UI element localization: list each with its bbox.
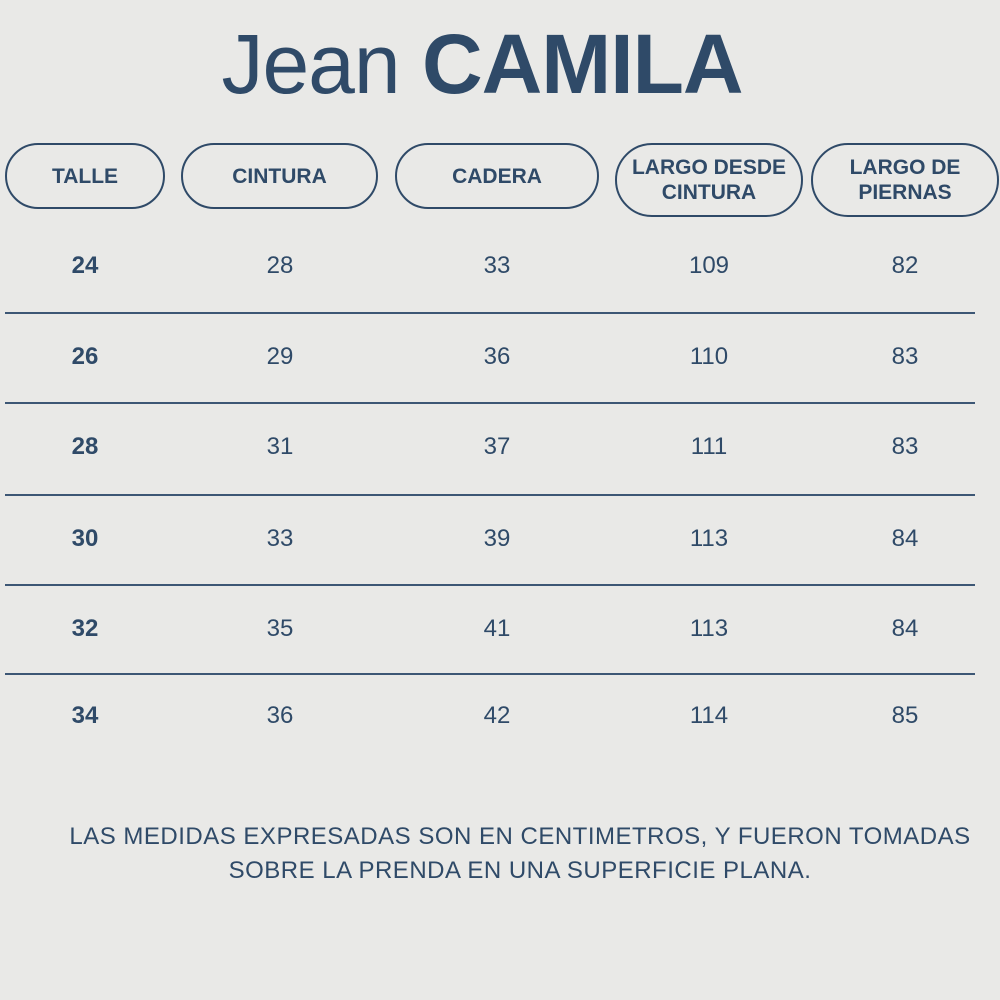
header-talle: TALLE <box>5 143 165 209</box>
measurement-value: 114 <box>689 702 729 729</box>
measurement-value: 31 <box>266 433 294 460</box>
header-label: CINTURA <box>232 164 327 188</box>
header-label: TALLE <box>51 164 119 188</box>
row-divider <box>5 584 975 586</box>
measurement-value: 36 <box>483 343 511 370</box>
size-value: 32 <box>71 615 99 642</box>
title-light: Jean <box>221 17 400 111</box>
measurement-note: LAS MEDIDAS EXPRESADAS SON EN CENTIMETRO… <box>40 820 1000 888</box>
measurement-value: 28 <box>266 252 294 279</box>
page-title: Jean CAMILA <box>0 14 964 114</box>
measurement-value: 35 <box>266 615 294 642</box>
header-label: LARGO DE PIERNAS <box>849 156 961 204</box>
measurement-value: 84 <box>891 615 919 642</box>
size-value: 26 <box>71 343 99 370</box>
measurement-value: 39 <box>483 525 511 552</box>
title-bold: CAMILA <box>421 17 744 111</box>
measurement-value: 41 <box>483 615 511 642</box>
measurement-value: 111 <box>690 433 728 460</box>
measurement-value: 83 <box>891 343 919 370</box>
measurement-value: 84 <box>891 525 919 552</box>
row-divider <box>5 312 975 314</box>
header-largo-desde-cintura: LARGO DESDE CINTURA <box>615 143 803 217</box>
header-cadera: CADERA <box>395 143 599 209</box>
measurement-value: 113 <box>689 525 729 552</box>
measurement-value: 85 <box>891 702 919 729</box>
row-divider <box>5 673 975 675</box>
measurement-value: 33 <box>266 525 294 552</box>
note-line-2: SOBRE LA PRENDA EN UNA SUPERFICIE PLANA. <box>228 857 812 884</box>
header-cintura: CINTURA <box>181 143 378 209</box>
size-value: 30 <box>71 525 99 552</box>
header-label: CADERA <box>452 164 542 188</box>
size-value: 28 <box>71 433 99 460</box>
measurement-value: 33 <box>483 252 511 279</box>
row-divider <box>5 494 975 496</box>
size-value: 34 <box>71 702 99 729</box>
measurement-value: 82 <box>891 252 919 279</box>
measurement-value: 83 <box>891 433 919 460</box>
measurement-value: 29 <box>266 343 294 370</box>
measurement-value: 113 <box>689 615 729 642</box>
note-line-1: LAS MEDIDAS EXPRESADAS SON EN CENTIMETRO… <box>69 823 971 850</box>
measurement-value: 109 <box>688 252 730 279</box>
header-largo-de-piernas: LARGO DE PIERNAS <box>811 143 999 217</box>
measurement-value: 37 <box>483 433 511 460</box>
header-label: LARGO DESDE CINTURA <box>631 156 786 204</box>
measurement-value: 110 <box>689 343 729 370</box>
size-value: 24 <box>71 252 99 279</box>
measurement-value: 42 <box>483 702 511 729</box>
measurement-value: 36 <box>266 702 294 729</box>
row-divider <box>5 402 975 404</box>
